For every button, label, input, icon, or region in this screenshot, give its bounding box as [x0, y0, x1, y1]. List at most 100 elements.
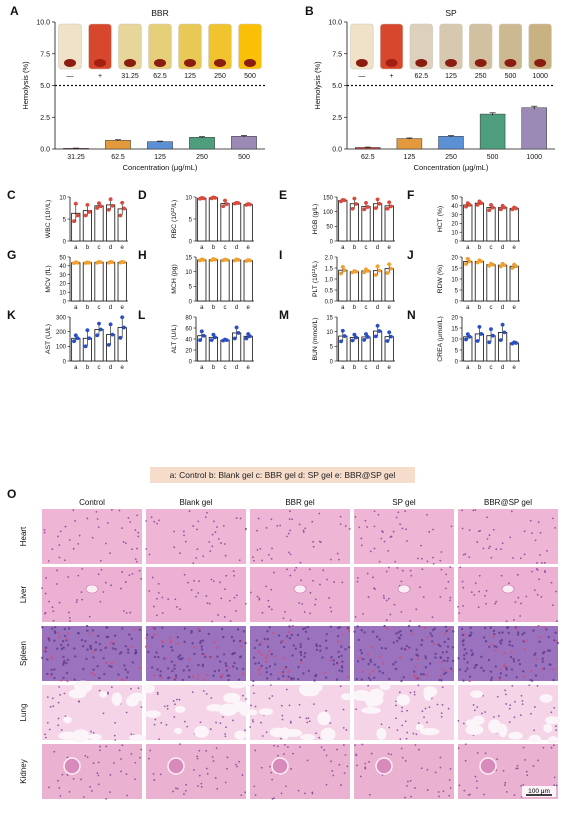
nucleus-mark: [222, 653, 226, 656]
nucleus-mark: [238, 640, 242, 643]
tube-pellet: [474, 59, 487, 67]
nucleus-mark: [361, 657, 365, 661]
nucleus-mark: [544, 626, 547, 629]
nucleus-mark: [523, 631, 526, 635]
nucleus-mark: [346, 675, 349, 679]
nucleus-mark: [120, 587, 122, 590]
nucleus-mark: [222, 716, 224, 718]
nucleus-mark: [329, 625, 333, 629]
tube-pellet: [184, 59, 196, 67]
nucleus-mark: [43, 529, 46, 531]
nucleus-mark: [160, 676, 163, 679]
alveolus-mark: [379, 682, 391, 691]
tissue-background: [146, 744, 246, 799]
nucleus-mark: [192, 562, 195, 565]
x-tick-label: a: [200, 305, 204, 311]
nucleus-mark: [66, 658, 70, 662]
nucleus-mark: [292, 752, 295, 755]
nucleus-mark: [279, 524, 282, 527]
nucleus-mark: [415, 648, 418, 651]
nucleus-mark: [113, 734, 116, 737]
nucleus-mark: [152, 773, 155, 775]
nucleus-mark: [269, 673, 273, 676]
nucleus-mark: [259, 547, 262, 550]
y-tick-label: 5: [455, 348, 459, 354]
panel-letter: I: [279, 248, 282, 262]
nucleus-mark: [368, 761, 371, 763]
nucleus-mark: [178, 654, 182, 657]
nucleus-mark: [515, 627, 518, 630]
nucleus-mark: [124, 581, 127, 583]
y-tick-label: 40: [59, 264, 66, 270]
nucleus-mark: [73, 647, 76, 650]
nucleus-mark: [130, 637, 133, 640]
nucleus-mark: [171, 649, 174, 652]
nucleus-mark: [134, 558, 137, 561]
nucleus-mark: [300, 658, 303, 662]
nucleus-mark: [292, 644, 296, 647]
nucleus-mark: [161, 645, 165, 648]
data-point: [198, 338, 202, 342]
nucleus-mark: [300, 579, 303, 582]
x-tick-label: e: [388, 305, 392, 311]
x-axis-label: Concentration (μg/mL): [414, 163, 489, 172]
data-point: [95, 333, 100, 338]
nucleus-mark: [303, 655, 306, 659]
nucleus-mark: [505, 620, 508, 623]
nucleus-mark: [233, 661, 236, 665]
bar: [486, 264, 496, 302]
nucleus-mark: [461, 527, 464, 530]
group-legend: a: Control b: Blank gel c: BBR gel d: SP…: [150, 467, 415, 483]
alveolus-mark: [545, 716, 561, 725]
data-point: [487, 340, 492, 345]
nucleus-mark: [490, 556, 493, 559]
bar: [486, 207, 496, 242]
nucleus-mark: [102, 656, 105, 660]
nucleus-mark: [444, 625, 448, 629]
nucleus-mark: [287, 630, 291, 634]
data-point: [221, 204, 226, 209]
panel-letter: C: [7, 188, 16, 202]
nucleus-mark: [510, 510, 513, 513]
nucleus-mark: [297, 677, 300, 681]
nucleus-mark: [249, 726, 252, 728]
nucleus-mark: [315, 732, 318, 735]
nucleus-mark: [163, 705, 166, 708]
nucleus-mark: [359, 775, 362, 778]
nucleus-mark: [254, 705, 257, 708]
nucleus-mark: [410, 633, 414, 636]
nucleus-mark: [552, 668, 555, 671]
nucleus-mark: [401, 527, 404, 530]
nucleus-mark: [418, 748, 420, 751]
nucleus-mark: [545, 628, 548, 631]
nucleus-mark: [211, 545, 214, 548]
alveolus-mark: [228, 681, 247, 689]
nucleus-mark: [437, 791, 440, 793]
x-tick-label: d: [376, 245, 379, 251]
nucleus-mark: [77, 542, 80, 545]
tube-pellet: [124, 59, 136, 67]
nucleus-mark: [413, 693, 416, 696]
nucleus-mark: [554, 527, 556, 529]
nucleus-mark: [122, 610, 125, 612]
nucleus-mark: [482, 547, 485, 550]
nucleus-mark: [114, 721, 117, 724]
nucleus-mark: [204, 516, 207, 519]
data-point: [514, 264, 518, 269]
nucleus-mark: [269, 684, 272, 687]
x-tick-label: b: [478, 245, 482, 251]
nucleus-mark: [338, 558, 340, 561]
x-tick-label: c: [365, 365, 368, 371]
nucleus-mark: [330, 610, 333, 613]
nucleus-mark: [224, 733, 226, 735]
nucleus-mark: [386, 627, 389, 631]
nucleus-mark: [361, 743, 364, 746]
nucleus-mark: [84, 639, 87, 643]
nucleus-mark: [397, 511, 400, 514]
nucleus-mark: [425, 673, 429, 677]
nucleus-mark: [45, 576, 48, 579]
bar: [106, 261, 116, 302]
nucleus-mark: [62, 676, 65, 680]
nucleus-mark: [389, 613, 392, 616]
nucleus-mark: [396, 729, 399, 732]
